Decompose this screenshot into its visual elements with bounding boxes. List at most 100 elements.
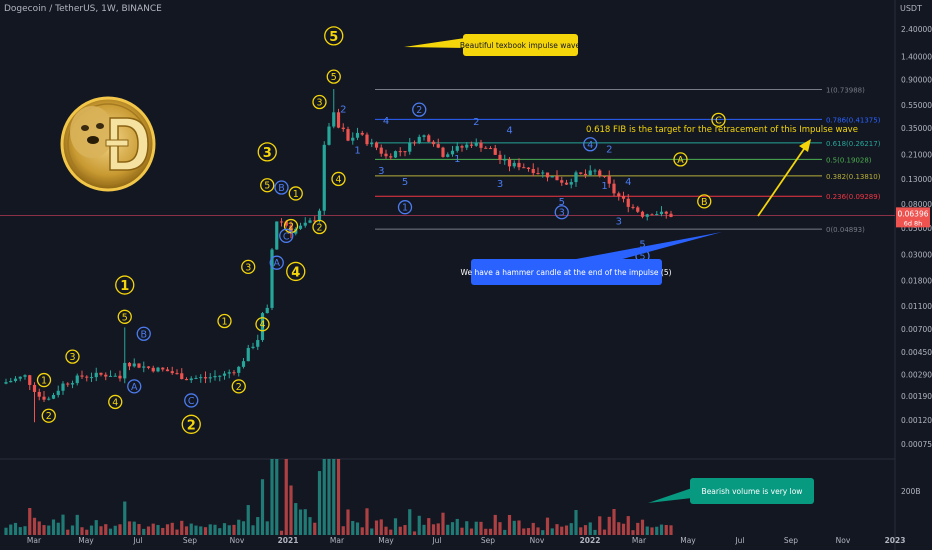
x-tick-label: Mar bbox=[27, 536, 42, 545]
wave-label-circle bbox=[41, 408, 56, 423]
x-tick-label: May bbox=[78, 536, 94, 545]
candle-body bbox=[365, 134, 369, 145]
candle-body bbox=[298, 225, 303, 229]
x-tick-label: 2023 bbox=[885, 536, 906, 545]
volume-bar bbox=[123, 501, 127, 535]
x-tick-label: Jul bbox=[431, 536, 441, 545]
arrow-head-icon bbox=[799, 139, 811, 152]
candle-body bbox=[322, 144, 326, 211]
wave-label: C bbox=[283, 231, 290, 242]
candle-body bbox=[636, 207, 640, 212]
x-tick-label: Nov bbox=[530, 536, 545, 545]
volume-bar bbox=[142, 528, 146, 535]
x-tick-label: Sep bbox=[183, 536, 197, 545]
candle-body bbox=[23, 375, 27, 377]
fib-level-label: 0.5(0.19028) bbox=[826, 156, 872, 164]
volume-bar bbox=[579, 527, 583, 535]
volume-bar bbox=[213, 524, 217, 535]
candle-body bbox=[465, 144, 469, 148]
volume-bar bbox=[294, 503, 298, 535]
volume-bar bbox=[536, 527, 540, 535]
candle-body bbox=[360, 132, 364, 135]
y-tick-label: 0.35000 bbox=[901, 124, 932, 133]
y-tick-label: 0.00190 bbox=[901, 392, 932, 401]
volume-bar bbox=[313, 522, 317, 535]
volume-bar bbox=[28, 508, 32, 535]
candle-body bbox=[450, 150, 455, 155]
wave-label: B bbox=[701, 197, 708, 208]
candle-body bbox=[446, 154, 450, 157]
candle-body bbox=[545, 172, 550, 178]
x-tick-label: Jul bbox=[132, 536, 142, 545]
wave-label: 2 bbox=[340, 105, 346, 116]
candle-body bbox=[341, 127, 345, 130]
wave-label-circle bbox=[117, 309, 132, 324]
volume-bar bbox=[612, 509, 616, 535]
wave-label: 3 bbox=[378, 166, 384, 177]
candle-body bbox=[484, 147, 488, 149]
volume-bar bbox=[650, 527, 654, 535]
volume-bar bbox=[66, 529, 70, 535]
candle-body bbox=[289, 225, 293, 234]
volume-bar bbox=[99, 526, 103, 535]
volume-bar bbox=[427, 518, 431, 535]
wave-label-circle bbox=[181, 414, 201, 434]
candle-body bbox=[645, 214, 649, 217]
volume-bar bbox=[232, 524, 236, 535]
candle-body bbox=[251, 346, 255, 348]
wave-label-circle bbox=[231, 379, 246, 394]
candle-body bbox=[655, 214, 659, 216]
volume-bar bbox=[241, 521, 246, 535]
dogecoin-logo-icon bbox=[60, 96, 156, 192]
volume-bar bbox=[298, 509, 303, 535]
volume-bar bbox=[279, 530, 284, 535]
volume-bar bbox=[593, 529, 597, 535]
volume-bar bbox=[256, 517, 260, 535]
candle-body bbox=[270, 249, 274, 308]
wave-label: 3 bbox=[559, 208, 565, 219]
volume-bar bbox=[479, 521, 483, 535]
bar-countdown: 6d 8h bbox=[904, 219, 923, 227]
candle-body bbox=[227, 372, 231, 374]
candle-body bbox=[640, 211, 645, 217]
candle-body bbox=[165, 369, 170, 372]
candle-body bbox=[355, 132, 360, 138]
candle-body bbox=[536, 173, 540, 175]
volume-bar bbox=[18, 527, 22, 535]
candle-body bbox=[246, 347, 250, 362]
wave-label-circle bbox=[324, 26, 344, 46]
wave-label: 4 bbox=[625, 177, 631, 188]
volume-bar bbox=[441, 512, 445, 535]
wave-label: 1 bbox=[120, 279, 129, 294]
y-tick-label: 0.13000 bbox=[901, 175, 932, 184]
candle-body bbox=[189, 378, 193, 381]
candle-body bbox=[555, 176, 559, 181]
volume-bar bbox=[341, 526, 345, 535]
volume-bar bbox=[251, 525, 255, 535]
volume-bar bbox=[469, 528, 474, 535]
volume-bar bbox=[218, 528, 222, 535]
symbol-header: Dogecoin / TetherUS, 1W, BINANCE bbox=[4, 4, 162, 14]
volume-bar bbox=[659, 524, 664, 535]
candle-body bbox=[137, 363, 141, 368]
wave-label: 2 bbox=[187, 418, 196, 433]
candle-body bbox=[598, 170, 602, 176]
volume-bar bbox=[493, 514, 497, 535]
candle-body bbox=[222, 373, 227, 376]
volume-bar bbox=[626, 516, 630, 535]
volume-bar bbox=[550, 528, 554, 535]
candle-body bbox=[37, 391, 41, 397]
candle-body bbox=[151, 367, 155, 372]
candle-body bbox=[80, 375, 84, 377]
y-axis-unit: USDT bbox=[900, 4, 922, 13]
candle-body bbox=[132, 363, 136, 367]
candle-body bbox=[260, 313, 265, 341]
volume-bar bbox=[607, 516, 611, 535]
candle-body bbox=[526, 167, 531, 169]
y-tick-label: 0.03000 bbox=[901, 250, 932, 259]
wave-label-circle bbox=[108, 394, 123, 410]
wave-label: 3 bbox=[497, 179, 503, 190]
candle-body bbox=[275, 221, 279, 250]
wave-label-circle bbox=[255, 317, 270, 332]
